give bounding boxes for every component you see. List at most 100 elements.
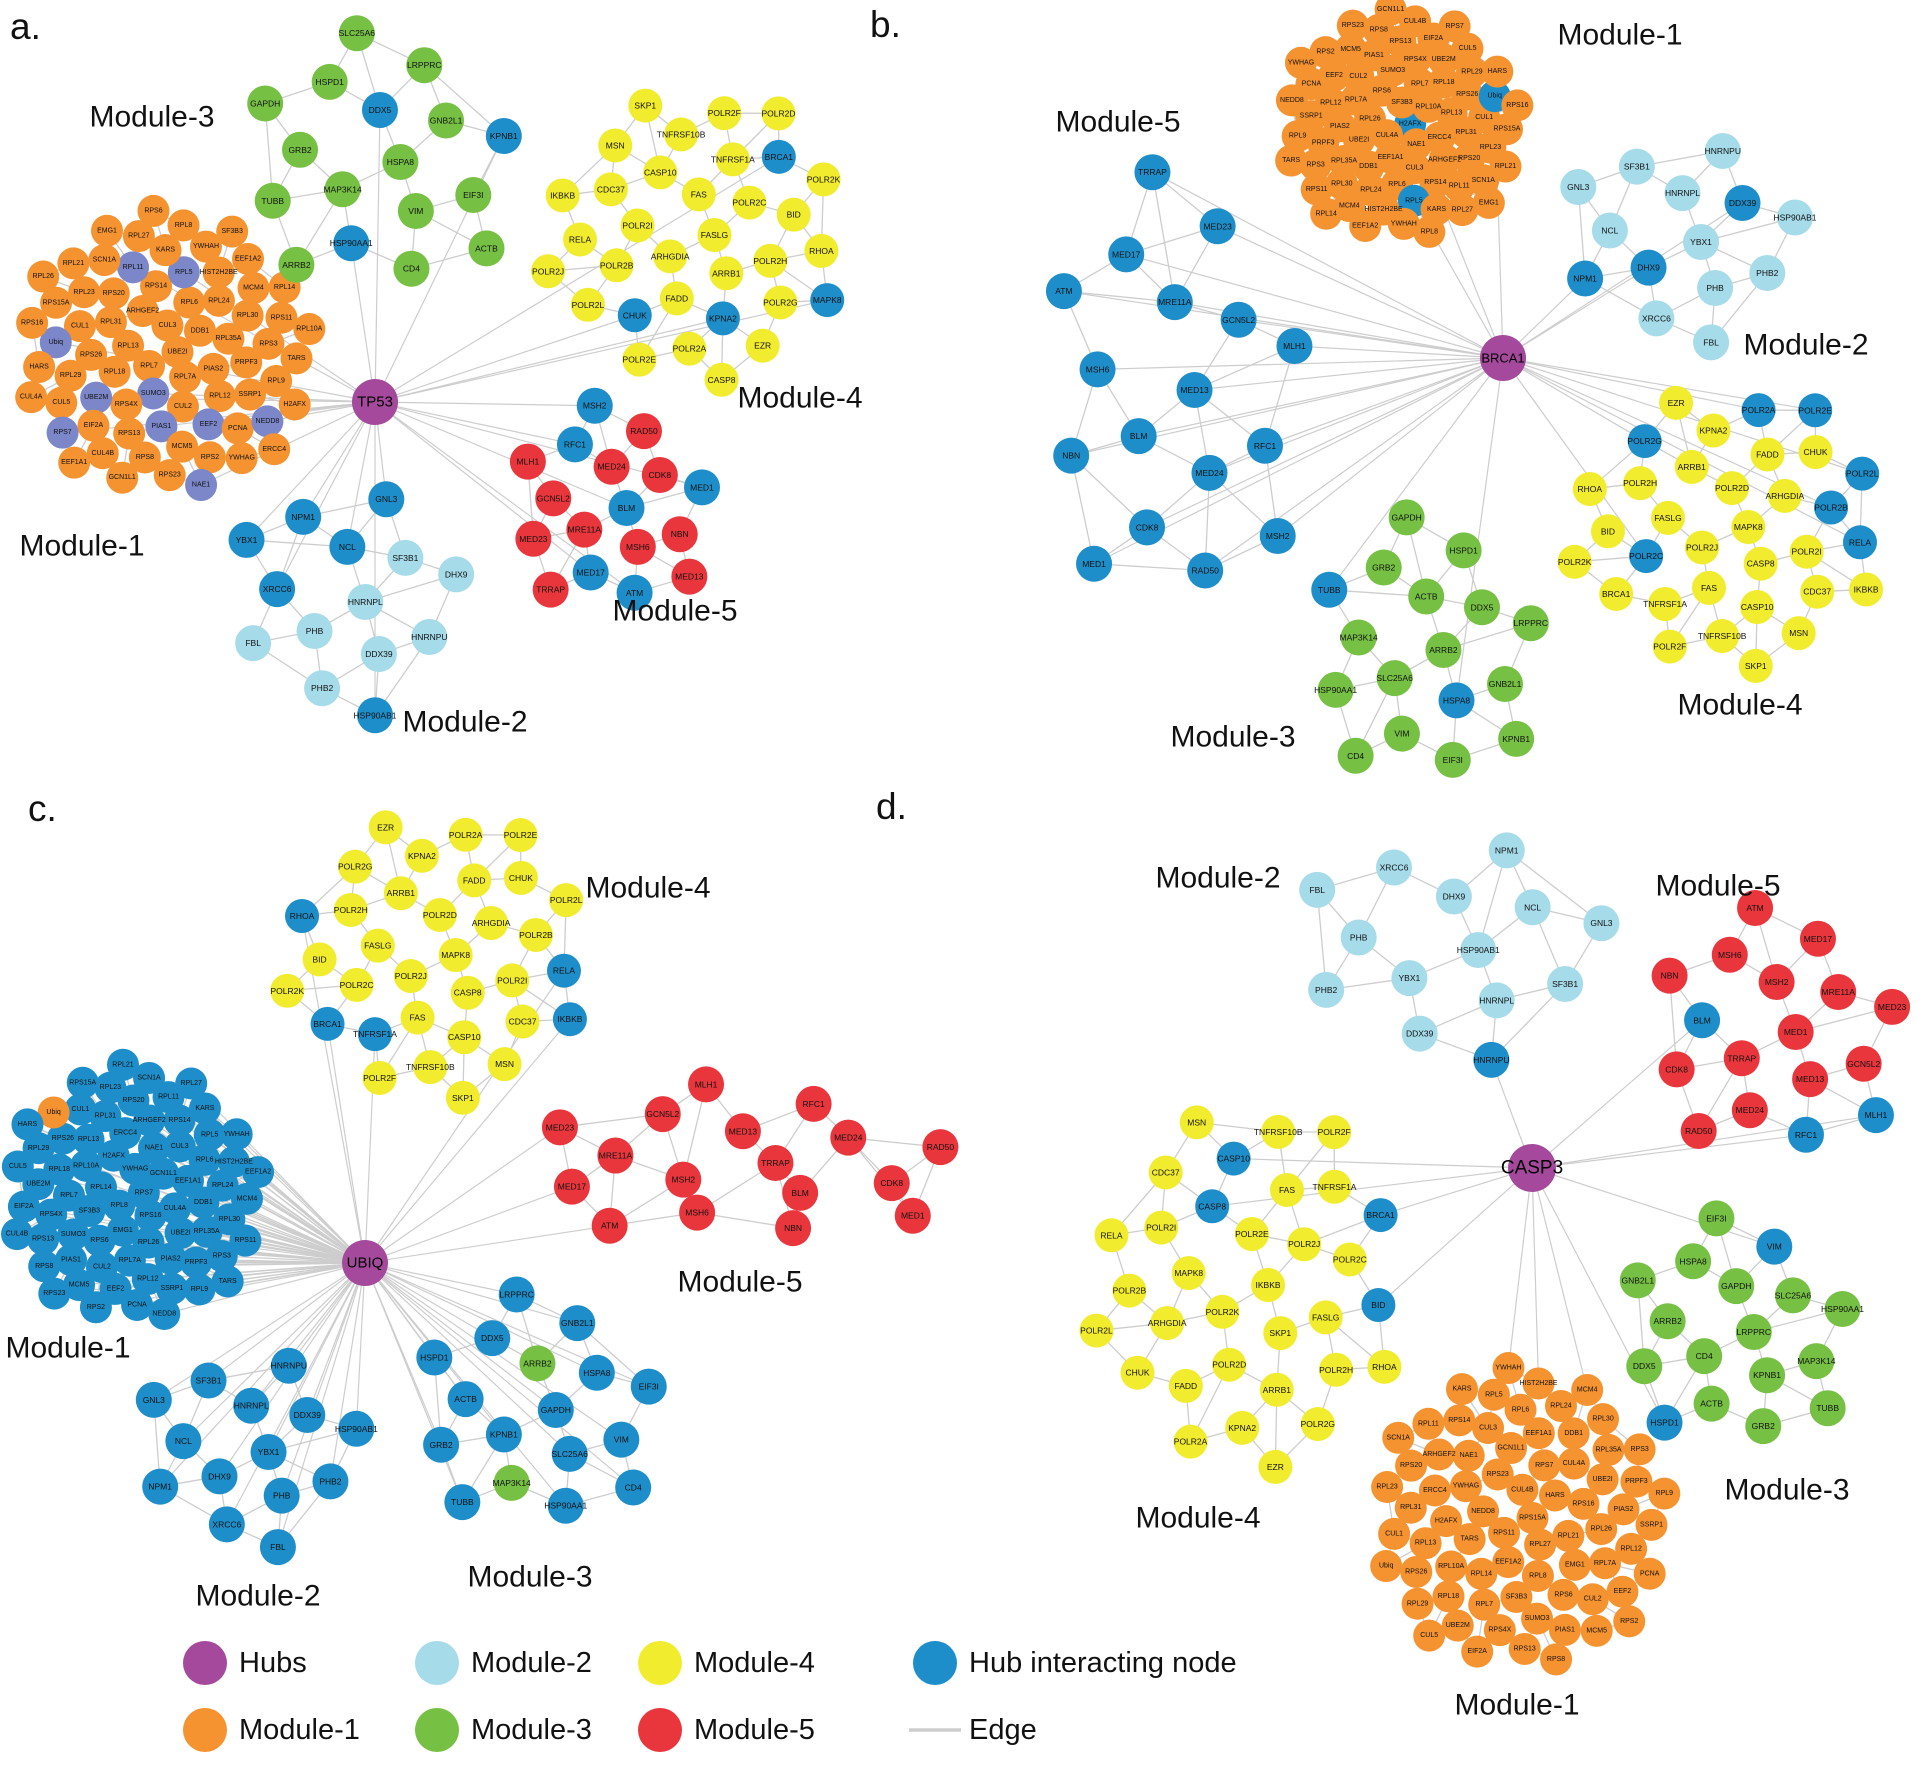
gene-label: HNRNPL bbox=[234, 1401, 269, 1411]
gene-node-TNFRSF1A bbox=[1317, 1169, 1352, 1204]
gene-node-MED17 bbox=[572, 554, 609, 591]
gene-node-EIF3I bbox=[630, 1368, 667, 1405]
legend-label: Edge bbox=[969, 1714, 1037, 1746]
gene-label: MAP3K14 bbox=[1340, 632, 1379, 642]
edge bbox=[1094, 563, 1206, 572]
gene-label: RPL6 bbox=[1512, 1406, 1530, 1413]
gene-label: TRRAP bbox=[1727, 1053, 1756, 1063]
gene-label: UBE2M bbox=[1432, 56, 1456, 63]
module-label: Module-2 bbox=[402, 706, 527, 739]
gene-label: CDC37 bbox=[597, 184, 625, 194]
gene-node-RPL7A bbox=[1588, 1547, 1621, 1580]
gene-label: POLR2I bbox=[497, 975, 527, 985]
gene-node-ARHGDIA bbox=[1150, 1306, 1185, 1341]
gene-label: RPS14 bbox=[168, 1117, 190, 1124]
gene-label: FASLG bbox=[1312, 1312, 1339, 1322]
gene-node-PHB bbox=[1340, 919, 1377, 956]
gene-node-CD4 bbox=[1686, 1338, 1723, 1375]
legend-swatch-module-3 bbox=[415, 1708, 459, 1752]
hub-edge bbox=[1126, 253, 1504, 359]
gene-node-POLR2H bbox=[1319, 1352, 1354, 1387]
gene-label: CDK8 bbox=[1665, 1064, 1688, 1074]
gene-label: MCM4 bbox=[1339, 203, 1360, 210]
gene-node-MSN bbox=[1179, 1105, 1214, 1140]
gene-node-POLR2H bbox=[753, 243, 788, 278]
hub-edge bbox=[182, 1262, 366, 1442]
gene-label: MRE11A bbox=[1158, 297, 1192, 307]
gene-label: UBE2I bbox=[1592, 1476, 1612, 1483]
gene-node-LRPPRC bbox=[498, 1276, 535, 1313]
gene-node-BLM bbox=[1684, 1002, 1721, 1039]
gene-label: MSH2 bbox=[1765, 977, 1789, 987]
gene-label: RPS26 bbox=[80, 351, 102, 358]
gene-node-KARS bbox=[1446, 1373, 1479, 1406]
gene-label: DHX9 bbox=[208, 1471, 231, 1481]
gene-label: BLM bbox=[791, 1188, 808, 1198]
gene-node-H2AFX bbox=[1430, 1505, 1463, 1538]
gene-node-KPNB1 bbox=[1498, 720, 1535, 757]
gene-label: EMG1 bbox=[97, 227, 117, 234]
gene-node-RPL23 bbox=[68, 276, 101, 309]
gene-node-DDX5 bbox=[361, 92, 398, 129]
gene-node-POLR2F bbox=[1317, 1115, 1352, 1150]
gene-label: HARS bbox=[29, 363, 49, 370]
gene-label: POLR2L bbox=[1846, 469, 1879, 479]
gene-label: RPS23 bbox=[159, 472, 181, 479]
gene-label: MSN bbox=[606, 140, 625, 150]
legend-swatch-module-1 bbox=[183, 1708, 227, 1752]
gene-node-EMG1 bbox=[1558, 1548, 1591, 1581]
gene-label: SSRP1 bbox=[239, 391, 262, 398]
gene-label: NAE1 bbox=[145, 1145, 163, 1152]
gene-node-POLR2C bbox=[339, 967, 374, 1002]
gene-node-CUL3 bbox=[163, 1130, 196, 1163]
gene-node-MED24 bbox=[830, 1119, 867, 1156]
gene-node-XRCC6 bbox=[208, 1506, 245, 1543]
gene-node-SCN1A bbox=[1382, 1421, 1415, 1454]
gene-label: RPL18 bbox=[1433, 79, 1455, 86]
gene-node-POLR2A bbox=[1741, 393, 1776, 428]
gene-label: SCN1A bbox=[93, 257, 117, 264]
gene-node-EMG1 bbox=[1472, 186, 1505, 219]
gene-node-RPL5 bbox=[193, 1118, 226, 1151]
gene-label: CASP10 bbox=[448, 1032, 481, 1042]
gene-label: H2AFX bbox=[1399, 121, 1422, 128]
gene-node-RFC1 bbox=[795, 1085, 832, 1122]
hub-edge bbox=[364, 1262, 463, 1503]
gene-label: HNRNPU bbox=[1705, 146, 1741, 156]
gene-label: RPL29 bbox=[1461, 69, 1483, 76]
module-label: Module-4 bbox=[585, 872, 710, 905]
hub-edge bbox=[329, 1262, 366, 1482]
gene-node-YWHAG bbox=[225, 442, 258, 475]
gene-label: GCN1L1 bbox=[150, 1170, 177, 1177]
gene-label: GCN5L2 bbox=[1222, 315, 1255, 325]
panel-d-nodes bbox=[1079, 832, 1911, 1676]
gene-label: POLR2I bbox=[1146, 1223, 1176, 1233]
gene-node-HIST2H2BE bbox=[202, 256, 235, 289]
gene-label: RPS20 bbox=[1400, 1462, 1422, 1469]
gene-label: ATM bbox=[626, 588, 643, 598]
gene-label: GAPDH bbox=[1721, 1281, 1751, 1291]
gene-label: RELA bbox=[1100, 1230, 1123, 1240]
gene-label: MED13 bbox=[1796, 1074, 1825, 1084]
gene-node-GNL3 bbox=[1560, 169, 1597, 206]
gene-label: RPL27 bbox=[1529, 1541, 1551, 1548]
gene-node-PCNA bbox=[221, 412, 254, 445]
gene-label: RPL7 bbox=[1411, 80, 1429, 87]
gene-label: RPL9 bbox=[1656, 1490, 1674, 1497]
gene-label: RPL10A bbox=[1438, 1563, 1464, 1570]
gene-node-GCN5L2 bbox=[535, 480, 572, 517]
gene-label: EEF1A2 bbox=[1495, 1559, 1521, 1566]
gene-label: BID bbox=[312, 954, 326, 964]
gene-label: DDB1 bbox=[194, 1199, 213, 1206]
gene-label: RPS23 bbox=[43, 1290, 65, 1297]
gene-node-FADD bbox=[1750, 437, 1785, 472]
gene-label: RPL11 bbox=[158, 1094, 179, 1101]
gene-label: RPL23 bbox=[73, 289, 95, 296]
hub-edge bbox=[1138, 357, 1504, 437]
gene-node-POLR2L bbox=[1079, 1313, 1114, 1348]
gene-node-DDB1 bbox=[1557, 1417, 1590, 1450]
gene-label: RPL29 bbox=[1407, 1600, 1429, 1607]
gene-label: RPL13 bbox=[1415, 1540, 1437, 1547]
gene-node-RPL12 bbox=[1615, 1532, 1648, 1565]
gene-node-FBL bbox=[1693, 324, 1730, 361]
